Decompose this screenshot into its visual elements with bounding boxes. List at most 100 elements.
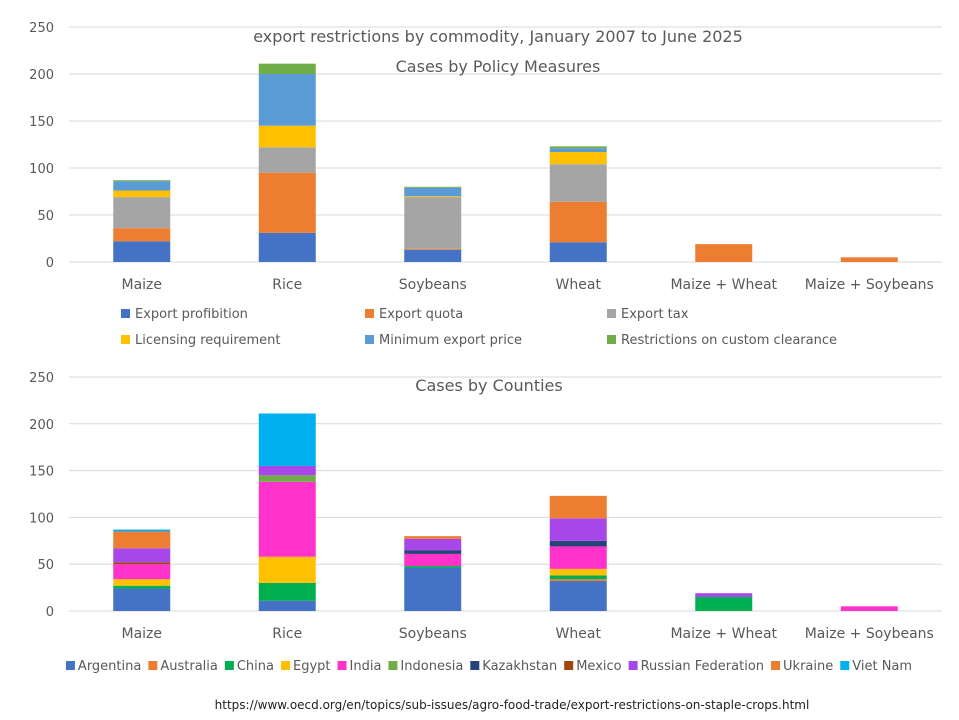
bar-segment-rice-restrictions-on-custom-clearance	[258, 63, 316, 74]
y-tick-label: 50	[37, 558, 54, 573]
bar-segment-maize-china	[113, 585, 171, 589]
countries-chart-title: Cases by Counties	[415, 376, 562, 395]
legend-swatch	[148, 661, 158, 670]
bar-segment-wheat-minimum-export-price	[549, 148, 607, 153]
legend-swatch	[365, 309, 374, 318]
bar-segment-wheat-kazakhstan	[549, 540, 607, 547]
legend-item-kazakhstan: Kazakhstan	[470, 659, 557, 674]
bar-segment-maize-mexico	[113, 562, 171, 565]
legend-item-export-quota: Export quota	[365, 307, 463, 322]
policy-chart-y-axis: 0 50 100 150 200 250	[29, 21, 54, 271]
bar-segment-soybeans-export-profibition	[404, 249, 462, 262]
bar-segment-soybeans-export-quota	[404, 248, 462, 250]
legend-label: Mexico	[576, 659, 621, 674]
legend-label: Restrictions on custom clearance	[621, 333, 837, 348]
legend-item-russian-federation: Russian Federation	[628, 659, 764, 674]
legend-item-india: India	[337, 659, 382, 674]
legend-item-export-profibition: Export profibition	[121, 307, 248, 322]
legend-label: Minimum export price	[379, 333, 522, 348]
policy-measures-chart: 0 50 100 150 200 250 export restrictions by c…	[29, 21, 942, 348]
legend-label: Licensing requirement	[135, 333, 280, 348]
bar-segment-soybeans-ukraine	[404, 536, 462, 539]
x-tick-label: Maize + Soybeans	[805, 626, 934, 642]
legend-label: Viet Nam	[852, 659, 912, 674]
legend-item-china: China	[224, 659, 274, 674]
legend-label: Export tax	[621, 307, 689, 322]
bar-segment-rice-export-tax	[258, 147, 316, 173]
x-tick-label: Wheat	[556, 626, 602, 642]
countries-chart-legend: Argentina Australia China Egypt India Indones…	[65, 659, 912, 674]
bar-segment-wheat-russian-federation	[549, 518, 607, 541]
bar-segment-rice-indonesia	[258, 475, 316, 482]
bar-segment-wheat-export-profibition	[549, 242, 607, 262]
legend-swatch	[607, 309, 616, 318]
legend-swatch	[65, 661, 75, 670]
legend-label: Kazakhstan	[482, 659, 557, 674]
bar-segment-maize-ukraine	[113, 531, 171, 549]
legend-item-restrictions-on-custom-clearance: Restrictions on custom clearance	[607, 333, 837, 348]
legend-swatch	[388, 661, 398, 670]
legend-label: Indonesia	[400, 659, 463, 674]
bar-segment-rice-licensing-requirement	[258, 125, 316, 148]
bar-segment-wheat-india	[549, 546, 607, 569]
countries-chart: 0 50 100 150 200 250 Cases by Counties Maize R…	[29, 371, 942, 674]
policy-chart-gridlines	[69, 26, 942, 263]
bar-segment-maize-minimum-export-price	[113, 181, 171, 191]
legend-swatch	[564, 661, 574, 670]
y-tick-label: 0	[46, 256, 54, 271]
bar-segment-wheat-ukraine	[549, 495, 607, 519]
legend-swatch	[121, 309, 130, 318]
source-url-link[interactable]: https://www.oecd.org/en/topics/sub-issue…	[215, 698, 810, 712]
bar-segment-rice-viet-nam	[258, 413, 316, 466]
x-tick-label: Maize + Soybeans	[805, 277, 934, 293]
bar-segment-soybeans-india	[404, 553, 462, 567]
legend-item-minimum-export-price: Minimum export price	[365, 333, 522, 348]
x-tick-label: Maize	[121, 626, 162, 642]
legend-label: Russian Federation	[641, 659, 764, 674]
legend-item-ukraine: Ukraine	[771, 659, 833, 674]
bar-segment-soybeans-restrictions-on-custom-clearance	[404, 186, 462, 188]
bar-segment-wheat-export-tax	[549, 164, 607, 202]
policy-chart-bars	[113, 63, 898, 262]
countries-chart-gridlines	[69, 376, 942, 612]
legend-swatch	[121, 335, 130, 344]
bar-segment-maize-india	[113, 564, 171, 580]
bar-segment-wheat-argentina	[549, 581, 607, 611]
bar-segment-soybeans-minimum-export-price	[404, 187, 462, 197]
bar-segment-maize-soybeans-export-quota	[840, 257, 898, 262]
legend-swatch	[224, 661, 234, 670]
legend-swatch	[470, 661, 480, 670]
bar-segment-rice-egypt	[258, 556, 316, 583]
x-tick-label: Maize + Wheat	[670, 277, 777, 293]
legend-label: India	[350, 659, 382, 674]
bar-segment-soybeans-export-tax	[404, 197, 462, 249]
legend-label: Export profibition	[135, 307, 248, 322]
legend-swatch	[840, 661, 850, 670]
x-tick-label: Soybeans	[399, 626, 467, 642]
countries-chart-bars	[113, 413, 898, 611]
legend-item-mexico: Mexico	[564, 659, 622, 674]
bar-segment-wheat-australia	[549, 579, 607, 582]
legend-label: Export quota	[379, 307, 463, 322]
bar-segment-rice-minimum-export-price	[258, 74, 316, 126]
x-tick-label: Maize + Wheat	[670, 626, 777, 642]
bar-segment-wheat-china	[549, 575, 607, 580]
bar-segment-soybeans-argentina	[404, 567, 462, 611]
legend-item-viet-nam: Viet Nam	[840, 659, 912, 674]
bar-segment-maize-wheat-russian-federation	[695, 593, 753, 597]
bar-segment-wheat-licensing-requirement	[549, 152, 607, 165]
bar-segment-rice-export-quota	[258, 172, 316, 233]
legend-swatch	[607, 335, 616, 344]
legend-item-export-tax: Export tax	[607, 307, 689, 322]
bar-segment-maize-export-tax	[113, 197, 171, 229]
bar-segment-rice-india	[258, 481, 316, 557]
legend-item-licensing-requirement: Licensing requirement	[121, 333, 280, 348]
bar-segment-soybeans-russian-federation	[404, 538, 462, 551]
policy-chart-legend: Export profibition Export quota Export tax…	[121, 307, 837, 348]
x-tick-label: Soybeans	[399, 277, 467, 293]
main-title: export restrictions by commodity, Januar…	[253, 27, 743, 46]
legend-label: China	[237, 659, 274, 674]
legend-swatch	[628, 661, 638, 670]
legend-label: Egypt	[293, 659, 331, 674]
